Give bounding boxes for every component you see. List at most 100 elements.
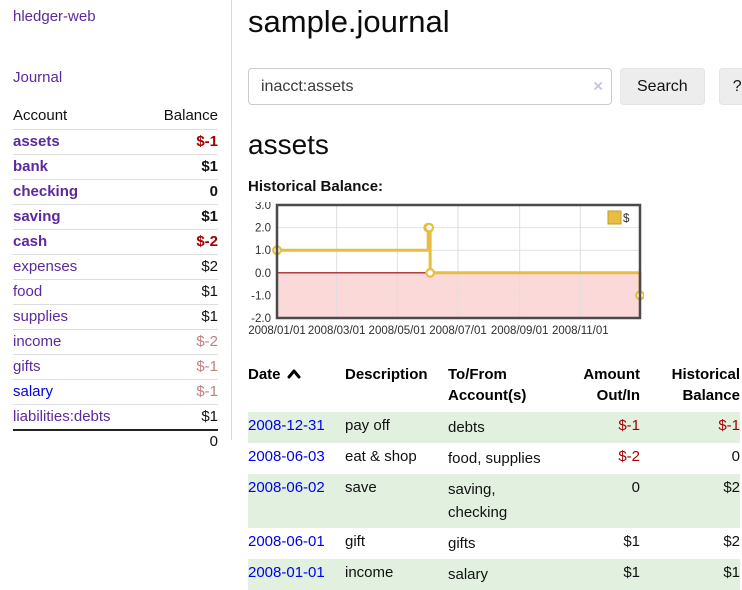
account-balance: $1: [144, 279, 218, 305]
sidebar-total-spacer: [13, 429, 145, 453]
transaction-accounts: gifts: [448, 535, 476, 552]
x-tick-label: 2008/03/01: [308, 325, 366, 337]
account-row: income $-2: [13, 329, 218, 355]
sort-ascending-icon[interactable]: [287, 369, 301, 379]
account-row: expenses $2: [13, 254, 218, 280]
balance-column-header: Balance: [163, 107, 218, 124]
register-table-body: 2008-12-31 pay off debts $-1 $-1 2008-06-03 ea…: [248, 412, 740, 590]
account-link[interactable]: supplies: [13, 308, 69, 325]
help-button[interactable]: ?: [718, 68, 742, 105]
transaction-date-link[interactable]: 2008-06-03: [248, 448, 325, 465]
transaction-accounts: food, supplies: [448, 450, 541, 467]
transaction-accounts: salary: [448, 566, 489, 583]
register-header-balance: Historical Balance: [671, 366, 740, 404]
account-link[interactable]: assets: [13, 133, 60, 150]
transaction-amount: $-2: [618, 448, 640, 465]
transaction-row: 2008-01-01 income salary $1 $1: [248, 559, 740, 590]
sidebar-total-row: 0: [13, 429, 218, 453]
register-header-date[interactable]: Date: [248, 361, 345, 412]
account-link[interactable]: bank: [13, 158, 49, 175]
transaction-balance: $2: [723, 479, 740, 496]
account-link[interactable]: expenses: [13, 258, 78, 275]
y-tick-label: 2.0: [255, 223, 271, 235]
transaction-date-link[interactable]: 2008-06-02: [248, 479, 325, 496]
transaction-row: 2008-06-02 save saving, checking 0 $2: [248, 474, 740, 528]
transaction-date-cell: 2008-06-03: [248, 443, 345, 474]
transaction-amount: $1: [623, 533, 640, 550]
search-input-wrap: ×: [248, 68, 612, 105]
account-table-header-row: Account Balance: [13, 104, 218, 130]
account-link[interactable]: liabilities:debts: [13, 408, 111, 425]
account-table-body: assets $-1 bank $1 checking 0 saving $1 cash $-2 e…: [13, 129, 218, 430]
search-input[interactable]: [248, 68, 612, 105]
nav-journal-link[interactable]: Journal: [13, 69, 63, 86]
transaction-date-cell: 2008-01-01: [248, 559, 345, 590]
account-row: assets $-1: [13, 129, 218, 155]
account-link[interactable]: salary: [13, 383, 54, 400]
register-header-amount: Amount Out/In: [583, 366, 640, 404]
transaction-row: 2008-06-03 eat & shop food, supplies $-2 0: [248, 443, 740, 474]
chart-title: Historical Balance:: [248, 178, 384, 195]
account-row: checking 0: [13, 179, 218, 205]
transaction-balance: $1: [723, 564, 740, 581]
transaction-row: 2008-06-01 gift gifts $1 $2: [248, 528, 740, 559]
account-link[interactable]: saving: [13, 208, 61, 225]
transaction-amount: $-1: [618, 417, 640, 434]
transaction-description: gift: [345, 533, 366, 550]
search-button[interactable]: Search: [620, 68, 705, 105]
account-balance: $1: [144, 404, 218, 430]
x-tick-label: 2008/07/01: [429, 325, 487, 337]
data-point-marker: [425, 267, 436, 278]
legend-label: $: [623, 213, 630, 225]
y-tick-label: -1.0: [251, 290, 271, 302]
account-column-header: Account: [13, 107, 68, 124]
account-link[interactable]: income: [13, 333, 62, 350]
account-balance: $-2: [144, 329, 218, 355]
transaction-description: pay off: [345, 417, 390, 434]
brand-link[interactable]: hledger-web: [13, 8, 96, 25]
transaction-date-cell: 2008-06-02: [248, 474, 345, 528]
transaction-balance: $2: [723, 533, 740, 550]
y-tick-label: 1.0: [255, 245, 271, 257]
account-row: salary $-1: [13, 379, 218, 405]
register-header-description: Description: [345, 366, 428, 383]
account-link[interactable]: food: [13, 283, 43, 300]
transaction-date-cell: 2008-06-01: [248, 528, 345, 559]
main-content: sample.journal × Search ? assets Histori…: [248, 0, 742, 590]
account-balance: $2: [144, 254, 218, 280]
clear-search-icon[interactable]: ×: [593, 75, 603, 95]
account-balance: $1: [144, 204, 218, 230]
account-link[interactable]: checking: [13, 183, 79, 200]
data-point-marker: [424, 222, 435, 233]
account-row: liabilities:debts $1: [13, 404, 218, 430]
page-title: sample.journal: [248, 4, 450, 39]
transaction-description: save: [345, 479, 377, 496]
account-row: bank $1: [13, 154, 218, 180]
date-header-label: Date: [248, 366, 281, 383]
account-balance: $-2: [144, 229, 218, 255]
account-row: supplies $1: [13, 304, 218, 330]
register-header-accounts: To/From Account(s): [448, 366, 527, 404]
account-row: cash $-2: [13, 229, 218, 255]
transaction-amount: 0: [631, 479, 640, 496]
y-tick-label: 3.0: [255, 202, 271, 212]
transaction-balance: $-1: [718, 417, 740, 434]
transaction-date-link[interactable]: 2008-01-01: [248, 564, 325, 581]
x-tick-label: 2008/09/01: [491, 325, 549, 337]
x-tick-label: 2008/11/01: [552, 325, 609, 337]
sidebar: hledger-web Journal Account Balance asse…: [0, 0, 232, 453]
account-balance: $-1: [144, 129, 218, 155]
transaction-date-link[interactable]: 2008-06-01: [248, 533, 325, 550]
account-balance: 0: [144, 179, 218, 205]
account-table: Account Balance assets $-1 bank $1 checking 0…: [13, 104, 218, 453]
account-row: saving $1: [13, 204, 218, 230]
transaction-date-link[interactable]: 2008-12-31: [248, 417, 325, 434]
account-row: food $1: [13, 279, 218, 305]
account-balance: $1: [144, 154, 218, 180]
account-balance: $1: [144, 304, 218, 330]
plot-border: [275, 203, 642, 320]
search-form: × Search ?: [248, 68, 742, 105]
account-link[interactable]: gifts: [13, 358, 41, 375]
account-link[interactable]: cash: [13, 233, 48, 250]
